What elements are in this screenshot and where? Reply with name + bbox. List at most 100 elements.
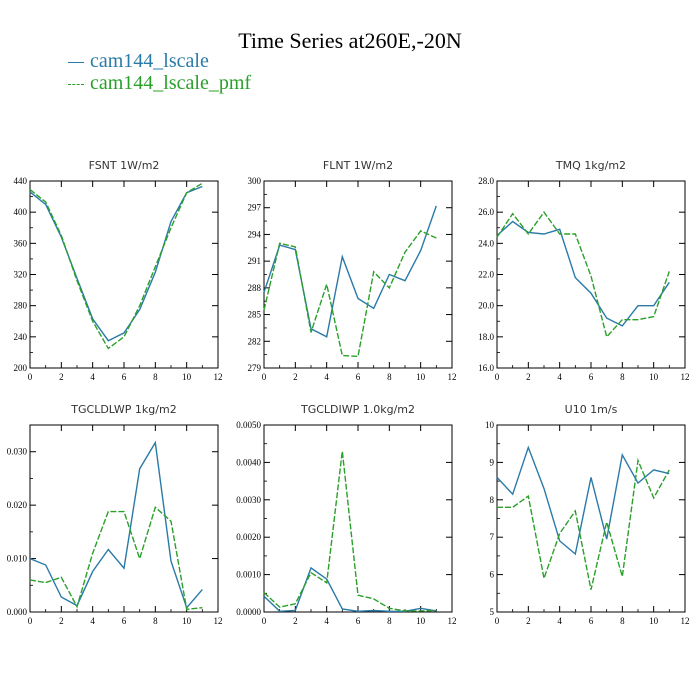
y-tick-label: 18.0 <box>478 332 494 342</box>
y-tick-label: 294 <box>248 229 262 239</box>
x-tick-label: 0 <box>28 372 33 382</box>
chart-panel-1: FSNT 1W/m2 0 2 4 6 8 10 12 200 240 280 320 360 400 440 <box>14 159 223 382</box>
y-tick-label: 291 <box>248 256 262 266</box>
y-tick-label: 6 <box>490 570 495 580</box>
x-tick-label: 2 <box>293 616 298 626</box>
panel-title: FSNT 1W/m2 <box>89 159 160 172</box>
x-tick-label: 0 <box>495 616 500 626</box>
y-tick-label: 0.020 <box>7 500 28 510</box>
y-tick-label: 280 <box>14 301 28 311</box>
series-line-2 <box>497 457 670 590</box>
y-tick-label: 0.0010 <box>236 570 261 580</box>
y-tick-label: 0.0020 <box>236 532 261 542</box>
chart-panel-4: TGCLDLWP 1kg/m2 0 2 4 6 8 10 12 0.000 0.010 0.020 0… <box>7 403 223 626</box>
series-line-1 <box>496 220 670 327</box>
y-tick-label: 5 <box>490 607 495 617</box>
chart-panel-2: FLNT 1W/m2 0 2 4 6 8 10 12 279 282 285 288 291 294 297… <box>248 159 457 382</box>
plot-frame <box>496 180 686 369</box>
y-tick-label: 200 <box>14 363 28 373</box>
plot-frame <box>263 180 453 369</box>
x-tick-label: 2 <box>526 616 531 626</box>
y-tick-label: 0.0050 <box>236 420 261 430</box>
x-tick-label: 4 <box>557 616 562 626</box>
panel-title: TGCLDIWP 1.0kg/m2 <box>300 403 415 416</box>
y-tick-label: 0.0000 <box>236 607 261 617</box>
legend-swatch-2 <box>68 83 84 85</box>
series-line-1 <box>496 445 670 556</box>
series-line-2 <box>29 182 203 350</box>
plot-frame <box>263 424 453 613</box>
legend-swatch-1 <box>68 61 84 63</box>
y-tick-label: 20.0 <box>478 301 494 311</box>
y-tick-label: 288 <box>248 283 262 293</box>
x-tick-label: 6 <box>589 616 594 626</box>
y-tick-label: 360 <box>14 238 28 248</box>
x-tick-label: 8 <box>387 616 392 626</box>
y-tick-label: 16.0 <box>478 363 494 373</box>
x-tick-label: 4 <box>324 372 329 382</box>
x-tick-label: 8 <box>387 372 392 382</box>
x-tick-label: 2 <box>293 372 298 382</box>
x-tick-label: 4 <box>324 616 329 626</box>
x-tick-label: 2 <box>59 616 64 626</box>
chart-panel-3: TMQ 1kg/m2 0 2 4 6 8 10 12 16.0 18.0 20.0 22.0 24.0 2… <box>478 159 689 382</box>
y-tick-label: 8 <box>490 495 495 505</box>
y-tick-label: 0.0030 <box>236 495 261 505</box>
x-tick-label: 10 <box>416 616 426 626</box>
x-tick-label: 2 <box>59 372 64 382</box>
x-tick-label: 0 <box>262 616 267 626</box>
y-tick-label: 0.0040 <box>236 457 261 467</box>
plot-frame <box>496 424 686 613</box>
x-tick-label: 10 <box>182 616 192 626</box>
y-tick-label: 24.0 <box>478 238 494 248</box>
panel-title: FLNT 1W/m2 <box>323 159 393 172</box>
x-tick-label: 10 <box>649 372 659 382</box>
plot-frame <box>29 424 219 613</box>
x-tick-label: 0 <box>28 616 33 626</box>
x-tick-label: 12 <box>681 616 690 626</box>
series-line-2 <box>263 230 437 358</box>
x-tick-label: 12 <box>214 616 223 626</box>
x-tick-label: 0 <box>495 372 500 382</box>
legend-entry-2: cam144_lscale_pmf <box>68 72 251 94</box>
y-tick-label: 320 <box>14 270 28 280</box>
x-tick-label: 4 <box>90 616 95 626</box>
series-line-1 <box>263 205 437 338</box>
y-tick-label: 22.0 <box>478 270 494 280</box>
x-tick-label: 4 <box>557 372 562 382</box>
x-tick-label: 6 <box>122 372 127 382</box>
x-tick-label: 10 <box>416 372 426 382</box>
series-line-1 <box>263 566 437 613</box>
x-tick-label: 10 <box>649 616 659 626</box>
y-tick-label: 282 <box>248 336 262 346</box>
x-tick-label: 12 <box>681 372 690 382</box>
x-tick-label: 10 <box>182 372 192 382</box>
series-line-1 <box>29 440 203 610</box>
x-tick-label: 12 <box>448 616 457 626</box>
y-tick-label: 0.000 <box>7 607 28 617</box>
panel-title: TMQ 1kg/m2 <box>555 159 626 172</box>
figure-title: Time Series at260E,-20N <box>238 28 462 53</box>
y-tick-label: 279 <box>248 363 262 373</box>
panel-title: TGCLDLWP 1kg/m2 <box>70 403 176 416</box>
x-tick-label: 8 <box>620 372 625 382</box>
y-tick-label: 285 <box>248 310 262 320</box>
x-tick-label: 4 <box>90 372 95 382</box>
y-tick-label: 400 <box>14 207 28 217</box>
legend-label-2: cam144_lscale_pmf <box>90 72 252 94</box>
y-tick-label: 297 <box>248 203 262 213</box>
x-tick-label: 12 <box>214 372 223 382</box>
y-tick-label: 9 <box>490 457 495 467</box>
x-tick-label: 6 <box>356 616 361 626</box>
series-line-2 <box>263 451 437 612</box>
x-tick-label: 8 <box>153 372 158 382</box>
y-tick-label: 440 <box>14 176 28 186</box>
y-tick-label: 10 <box>485 420 495 430</box>
x-tick-label: 6 <box>589 372 594 382</box>
legend-entry-1: cam144_lscale <box>68 50 251 72</box>
y-tick-label: 0.010 <box>7 554 28 564</box>
x-tick-label: 6 <box>122 616 127 626</box>
x-tick-label: 12 <box>448 372 457 382</box>
x-tick-label: 8 <box>153 616 158 626</box>
